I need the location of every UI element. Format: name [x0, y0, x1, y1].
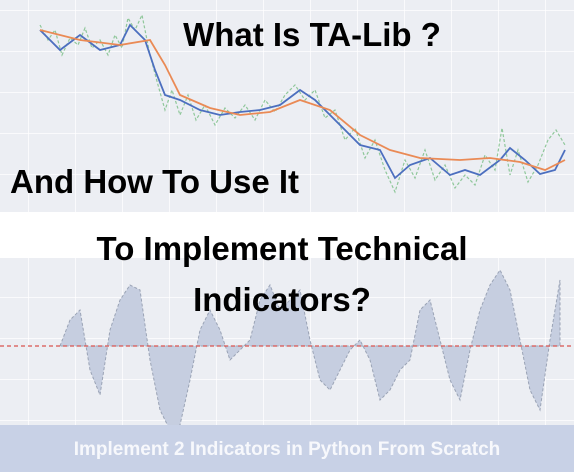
subtitle: And How To Use It	[10, 163, 299, 200]
banner-text: Implement 2 Indicators in Python From Sc…	[74, 439, 501, 460]
oscillator-area	[59, 269, 561, 431]
slow-ma-line	[39, 29, 566, 171]
white-band	[0, 212, 574, 258]
price-line	[39, 13, 566, 194]
title: What Is TA-Lib ?	[183, 16, 441, 53]
headline-line-1: To Implement Technical	[96, 230, 467, 267]
footer-banner	[0, 425, 574, 472]
headline-line-2: Indicators?	[193, 281, 371, 318]
fast-ma-line	[39, 23, 566, 180]
